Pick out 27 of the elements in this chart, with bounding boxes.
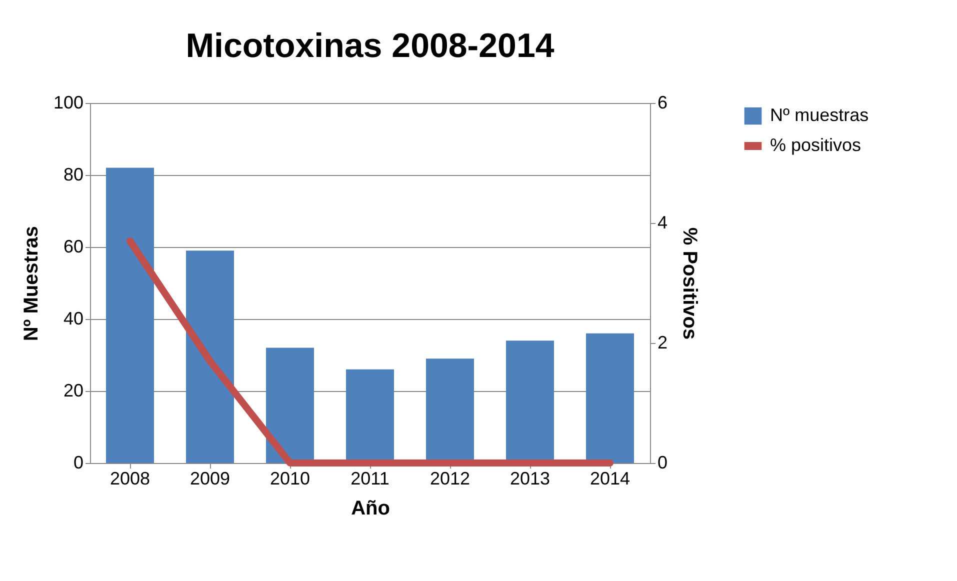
y-tick-label: 60 xyxy=(63,236,84,256)
bar xyxy=(106,168,154,463)
x-tick-label: 2011 xyxy=(350,468,390,488)
y-axis-title: Nº Muestras xyxy=(20,226,42,342)
y2-tick-label: 0 xyxy=(658,452,668,472)
y-tick-label: 100 xyxy=(53,92,84,112)
y2-tick-label: 4 xyxy=(658,212,668,232)
y2-tick-label: 6 xyxy=(658,92,668,112)
y-tick-label: 40 xyxy=(63,308,84,328)
chart-title: Micotoxinas 2008-2014 xyxy=(186,27,554,65)
y2-axis-title: % Positivos xyxy=(678,227,701,340)
legend-label: % positivos xyxy=(770,135,862,155)
x-tick-label: 2009 xyxy=(190,468,230,488)
bar xyxy=(266,348,314,463)
x-tick-label: 2008 xyxy=(110,468,150,488)
x-tick-label: 2010 xyxy=(270,468,310,488)
legend-label: Nº muestras xyxy=(770,105,869,125)
x-tick-label: 2014 xyxy=(590,468,630,488)
x-axis-title: Año xyxy=(351,498,390,520)
bar xyxy=(186,250,234,463)
bar xyxy=(586,333,634,463)
y-tick-label: 0 xyxy=(73,452,84,472)
x-tick-label: 2012 xyxy=(430,468,470,488)
y-tick-label: 80 xyxy=(63,164,84,184)
y-tick-label: 20 xyxy=(63,380,84,400)
x-tick-label: 2013 xyxy=(510,468,550,488)
y2-tick-label: 2 xyxy=(658,332,668,352)
